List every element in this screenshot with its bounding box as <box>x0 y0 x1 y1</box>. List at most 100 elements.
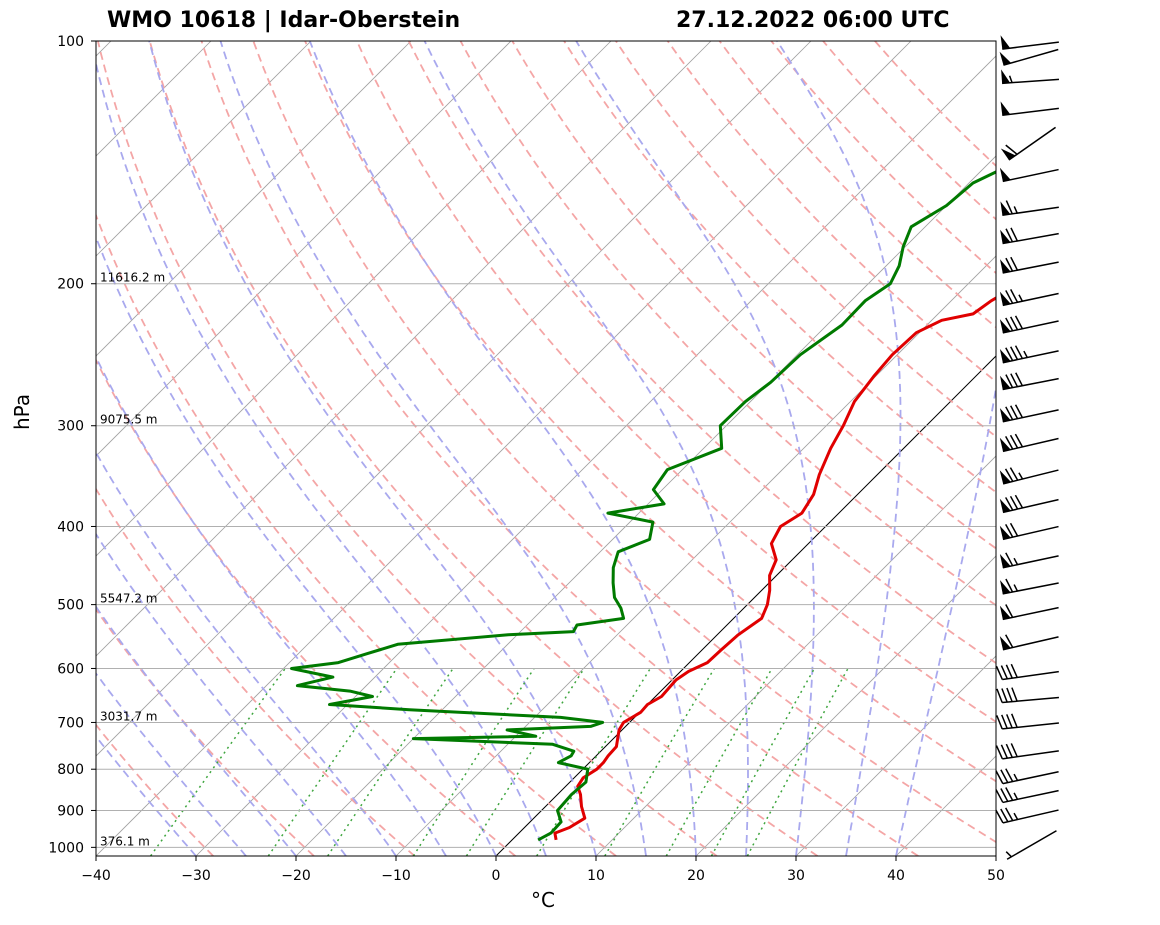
y-tick-label: 400 <box>57 519 84 535</box>
isotherm-line <box>1096 41 1160 856</box>
wind-barb <box>999 433 1059 453</box>
wind-barb <box>999 167 1059 183</box>
mixing-ratio-line <box>267 668 398 856</box>
wind-barb <box>995 663 1059 681</box>
dry-adiabat-line <box>822 41 996 221</box>
wind-barb <box>999 48 1059 66</box>
dry-adiabat-line <box>96 607 315 856</box>
wind-barb <box>995 743 1059 760</box>
mixing-ratio-line <box>665 668 773 856</box>
moist-adiabat-line <box>96 450 397 856</box>
x-tick-label: 40 <box>887 868 905 884</box>
wind-barb <box>1000 227 1059 245</box>
dry-adiabat-line <box>148 41 819 856</box>
moist-adiabat-line <box>96 532 347 856</box>
wind-barb <box>1000 372 1059 391</box>
wind-barb <box>999 315 1059 334</box>
moist-adiabat-line <box>96 234 497 856</box>
y-tick-label: 100 <box>57 34 84 50</box>
y-tick-label: 1000 <box>48 840 84 856</box>
y-axis-ticks: 100 200 300 400 500 600 700 800 900 1000 <box>48 34 96 856</box>
wind-barb <box>999 345 1059 364</box>
isotherm-line <box>595 455 996 856</box>
wind-barb <box>1005 830 1057 860</box>
height-label: 11616.2 m <box>100 271 165 285</box>
chart-title-datetime: 27.12.2022 06:00 UTC <box>676 8 950 33</box>
mixing-ratio-line <box>465 668 585 856</box>
moist-adiabat-line <box>308 41 697 856</box>
mixing-ratio-line <box>604 668 715 856</box>
wind-barbs <box>995 35 1060 860</box>
isotherm-line <box>96 41 712 657</box>
x-tick-label: −40 <box>81 868 111 884</box>
isotherm-line <box>96 41 612 557</box>
x-tick-label: 30 <box>787 868 805 884</box>
y-tick-label: 500 <box>57 598 84 614</box>
isotherm-line <box>295 155 996 856</box>
wind-barb <box>1000 126 1056 161</box>
dry-adiabat-line <box>770 41 996 275</box>
isotherm-line <box>195 55 996 856</box>
x-tick-label: −20 <box>281 868 311 884</box>
dewpoint-curve <box>290 170 996 842</box>
dry-adiabat-line <box>459 41 996 607</box>
dry-adiabat-line <box>356 41 996 723</box>
wind-barb <box>999 552 1059 569</box>
moist-adiabat-line <box>96 60 547 856</box>
isotherm-line <box>96 41 312 257</box>
height-label: 9075.5 m <box>100 413 158 427</box>
wind-barb <box>999 634 1059 651</box>
mixing-ratio-line <box>536 668 651 856</box>
wind-barb <box>1000 200 1059 216</box>
x-tick-label: 50 <box>987 868 1005 884</box>
moist-adiabat-line <box>423 41 749 856</box>
moist-adiabat-line <box>575 41 815 856</box>
wind-barb <box>995 787 1059 804</box>
height-label: 3031.7 m <box>100 709 158 723</box>
y-tick-label: 800 <box>57 762 84 778</box>
wind-barb <box>999 494 1059 514</box>
dry-adiabat-line <box>407 41 996 665</box>
dry-adiabat-line <box>96 212 617 856</box>
wind-barb <box>996 713 1059 730</box>
mixing-ratio-line <box>746 668 849 856</box>
dry-adiabat-line <box>96 358 516 856</box>
wind-barb <box>1000 256 1059 274</box>
isotherm-line <box>96 41 112 57</box>
isotherm-line <box>995 855 996 856</box>
mixing-ratio-line <box>327 668 454 856</box>
isotherm-line <box>395 255 996 856</box>
isotherm-line <box>0 41 11 856</box>
isotherm-line <box>795 655 996 856</box>
isotherm-line <box>695 555 996 856</box>
isotherm-line <box>96 41 812 757</box>
height-labels: 11616.2 m 9075.5 m 5547.2 m 3031.7 m 376.1 m <box>100 271 165 849</box>
height-label: 376.1 m <box>100 834 150 848</box>
x-tick-label: 20 <box>687 868 705 884</box>
dry-adiabat-line <box>511 41 996 550</box>
wind-barb <box>999 289 1059 307</box>
isotherm-line <box>495 355 996 856</box>
y-tick-label: 200 <box>57 277 84 293</box>
moist-adiabat-line <box>776 41 902 856</box>
x-tick-label: −10 <box>381 868 411 884</box>
wind-barb <box>1000 101 1059 117</box>
x-axis-label: °C <box>531 888 555 912</box>
moist-adiabat-line <box>96 672 247 856</box>
wind-barb <box>999 522 1059 541</box>
wind-barb <box>1001 69 1060 85</box>
mixing-ratio-line <box>149 668 286 856</box>
moist-adiabat-line <box>96 735 197 856</box>
dry-adiabat-line <box>563 41 996 494</box>
isotherm-line <box>96 41 912 856</box>
dry-adiabat-line <box>304 41 996 783</box>
background-lines <box>0 41 1160 856</box>
plot-frame <box>95 40 997 857</box>
wind-barb <box>999 404 1059 423</box>
temperature-curve <box>553 296 996 841</box>
chart-title-station: WMO 10618 | Idar-Oberstein <box>107 8 461 33</box>
isotherm-line <box>96 41 512 457</box>
moist-adiabat-line <box>219 41 647 856</box>
y-tick-label: 300 <box>57 419 84 435</box>
